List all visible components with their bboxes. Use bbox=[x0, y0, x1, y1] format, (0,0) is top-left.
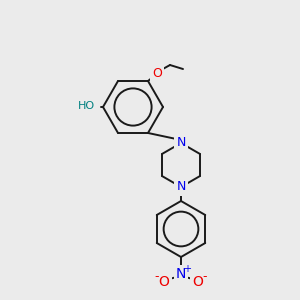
Text: N: N bbox=[176, 267, 186, 281]
Text: -: - bbox=[155, 271, 159, 284]
Text: O: O bbox=[159, 275, 170, 289]
Text: HO: HO bbox=[78, 101, 95, 111]
Text: O: O bbox=[193, 275, 203, 289]
Text: +: + bbox=[183, 264, 191, 274]
Text: N: N bbox=[176, 181, 186, 194]
Text: N: N bbox=[176, 136, 186, 149]
Text: O: O bbox=[152, 67, 162, 80]
Text: -: - bbox=[203, 271, 207, 284]
